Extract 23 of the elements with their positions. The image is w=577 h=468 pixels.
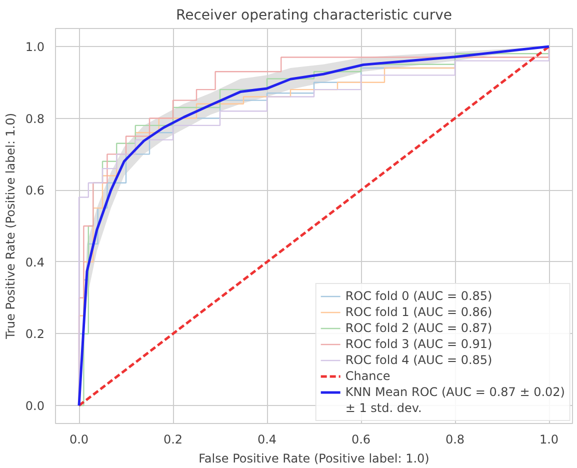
legend-label: ROC fold 1 (AUC = 0.86) xyxy=(345,304,492,320)
x-tick-label: 1.0 xyxy=(539,432,559,446)
y-tick-label: 0.8 xyxy=(25,112,45,126)
x-tick-label: 0.4 xyxy=(257,432,277,446)
x-tick-label: 0.6 xyxy=(351,432,371,446)
x-tick-label: 0.0 xyxy=(69,432,89,446)
legend-label: ROC fold 3 (AUC = 0.91) xyxy=(345,336,492,352)
legend-label: ROC fold 4 (AUC = 0.85) xyxy=(345,352,492,368)
y-tick-label: 1.0 xyxy=(25,40,45,54)
y-axis-title: True Positive Rate (Positive label: 1.0) xyxy=(3,112,18,340)
legend-label: KNN Mean ROC (AUC = 0.87 ± 0.02) xyxy=(345,384,565,400)
x-axis-title: False Positive Rate (Positive label: 1.0) xyxy=(198,452,430,466)
y-tick-label: 0.2 xyxy=(25,327,45,342)
annotation: ± 1 std. dev. xyxy=(345,400,422,416)
x-tick-label: 0.8 xyxy=(445,432,465,446)
legend-label: ROC fold 0 (AUC = 0.85) xyxy=(345,288,492,304)
legend-label: Chance xyxy=(345,368,390,384)
y-tick-label: 0.6 xyxy=(25,184,45,198)
y-tick-label: 0.0 xyxy=(25,399,45,414)
chart-title: Receiver operating characteristic curve xyxy=(176,8,452,24)
legend-label: ROC fold 2 (AUC = 0.87) xyxy=(345,320,492,336)
y-tick-label: 0.4 xyxy=(25,255,45,270)
x-tick-label: 0.2 xyxy=(163,432,183,446)
